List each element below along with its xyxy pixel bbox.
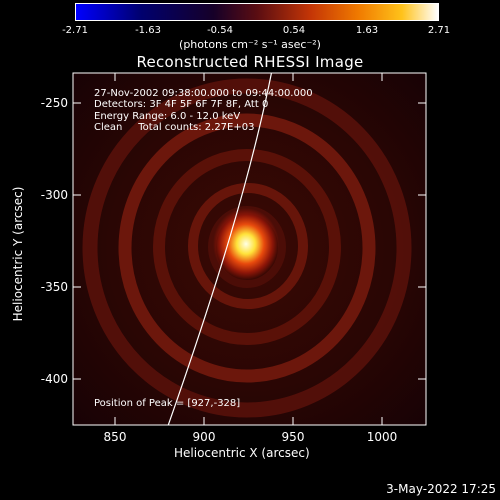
colorbar-tick: 2.71 [427,25,451,36]
annotation-energy-range: Energy Range: 6.0 - 12.0 keV [94,111,241,122]
y-axis-label: Heliocentric Y (arcsec) [11,186,25,322]
datestamp: 3-May-2022 17:25 [386,482,496,496]
x-tick-label: 950 [281,430,305,444]
x-tick-label: 1000 [366,430,398,444]
annotation-detectors: Detectors: 3F 4F 5F 6F 7F 8F, Att 0 [94,99,269,110]
colorbar-tick: 0.54 [282,25,306,36]
plot-frame [72,72,427,426]
plot-title: Reconstructed RHESSI Image [136,53,364,71]
colorbar-tick: -0.54 [207,25,233,36]
x-tick-label: 900 [192,430,216,444]
y-tick-label: -400 [40,372,68,386]
annotation-time-range: 27-Nov-2002 09:38:00.000 to 09:44:00.000 [94,88,313,99]
y-tick-label: -350 [40,280,68,294]
flare-source [213,208,279,280]
axis-ticks [73,73,426,425]
colorbar-tick: -1.63 [135,25,161,36]
y-tick-label: -300 [40,188,68,202]
annotation-clean-counts: Clean Total counts: 2.27E+03 [94,122,255,133]
peak-position-label: Position of Peak = [927,-328] [94,398,241,409]
colorbar-tick: -2.71 [62,25,88,36]
solar-limb [167,73,273,425]
x-axis-label: Heliocentric X (arcsec) [174,446,310,460]
colorbar-tick: 1.63 [355,25,379,36]
colorbar-unit-label: (photons cm⁻² s⁻¹ asec⁻²) [179,38,321,51]
colorbar [75,3,439,21]
y-tick-label: -250 [40,96,68,110]
x-tick-label: 850 [103,430,127,444]
